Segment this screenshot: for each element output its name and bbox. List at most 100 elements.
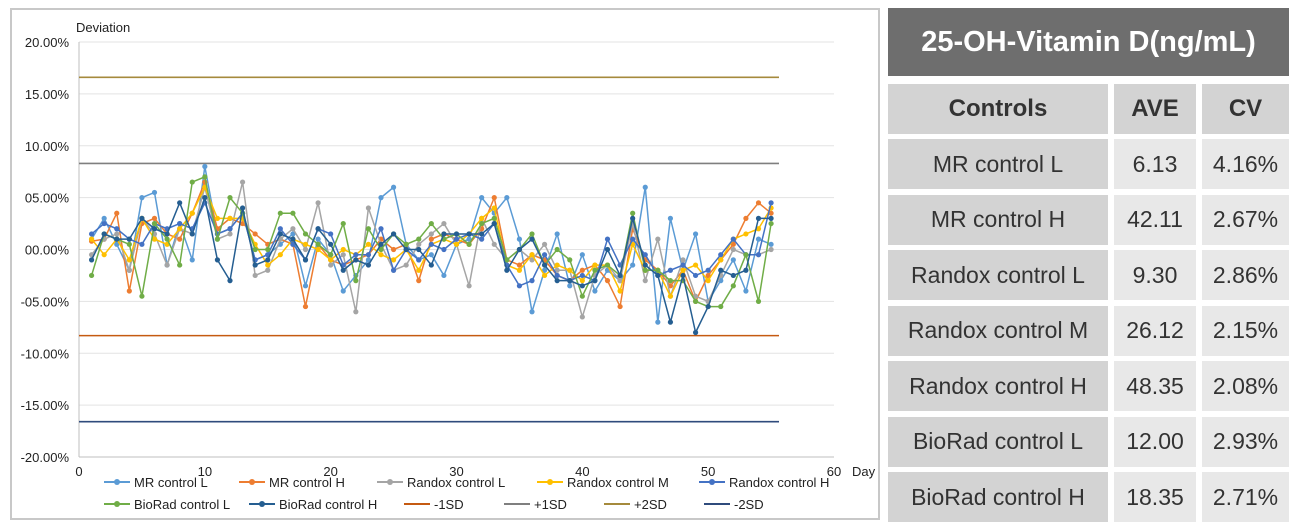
- data-point: [428, 241, 434, 247]
- data-point: [655, 236, 661, 242]
- data-point: [491, 215, 497, 221]
- cv-value: 2.86%: [1202, 250, 1289, 300]
- y-tick-label: 20.00%: [25, 35, 70, 50]
- legend-label: -1SD: [434, 497, 464, 512]
- data-point: [88, 236, 95, 242]
- data-point: [164, 231, 170, 237]
- data-point: [365, 252, 372, 258]
- control-name: MR control H: [888, 194, 1108, 245]
- cv-value: 2.93%: [1202, 416, 1289, 467]
- data-point: [177, 236, 183, 242]
- data-point: [252, 272, 258, 279]
- x-tick-label: 20: [323, 464, 337, 479]
- cv-value: 2.08%: [1202, 361, 1289, 411]
- data-point: [466, 283, 472, 289]
- data-point: [466, 241, 472, 247]
- data-point: [328, 231, 334, 237]
- data-point: [655, 319, 661, 325]
- data-point: [214, 257, 221, 263]
- data-point: [667, 215, 674, 221]
- data-point: [592, 278, 598, 284]
- ave-value: 6.13: [1114, 139, 1196, 189]
- data-point: [164, 262, 170, 268]
- data-point: [692, 293, 699, 299]
- data-point: [718, 303, 724, 310]
- data-point: [265, 262, 271, 268]
- data-point: [705, 303, 711, 310]
- data-point: [126, 288, 132, 294]
- data-point: [554, 267, 560, 273]
- data-point: [453, 241, 460, 247]
- data-point: [151, 215, 158, 221]
- data-point: [353, 252, 359, 258]
- control-name: Randox control H: [888, 361, 1108, 411]
- data-point: [390, 267, 397, 273]
- data-point: [139, 293, 145, 299]
- data-point: [541, 267, 548, 273]
- data-point: [529, 231, 535, 237]
- x-tick-label: 10: [198, 464, 212, 479]
- y-tick-label: 00.00%: [25, 243, 70, 258]
- data-point: [504, 195, 510, 201]
- data-point: [617, 303, 623, 310]
- data-point: [768, 210, 774, 216]
- data-point: [315, 200, 321, 206]
- legend-label: Randox control L: [407, 475, 505, 490]
- data-point: [516, 236, 523, 242]
- data-point: [315, 226, 321, 232]
- data-point: [328, 262, 334, 268]
- data-point: [667, 267, 674, 273]
- legend-label: BioRad control H: [279, 497, 377, 512]
- cv-value: 4.16%: [1202, 139, 1289, 189]
- data-point: [353, 257, 359, 263]
- chart-panel: 20.00% 15.00% 10.00% 05.00% 00.00% -05.00% -10…: [10, 8, 880, 520]
- data-point: [428, 231, 434, 237]
- data-point: [340, 246, 346, 253]
- header-controls: Controls: [888, 84, 1108, 134]
- data-point: [340, 267, 346, 273]
- data-point: [453, 231, 460, 237]
- ave-value: 26.12: [1114, 305, 1196, 356]
- data-point: [428, 236, 434, 242]
- data-point: [479, 195, 485, 201]
- data-point: [114, 236, 120, 242]
- data-point: [177, 226, 183, 232]
- data-point: [353, 309, 359, 315]
- data-point: [277, 231, 283, 237]
- data-point: [718, 267, 724, 273]
- data-point: [252, 262, 258, 268]
- data-point: [390, 231, 397, 237]
- legend-marker: [249, 479, 255, 485]
- data-point: [428, 220, 434, 227]
- data-point: [151, 220, 158, 227]
- legend-marker: [114, 479, 120, 485]
- legend-label: Randox control H: [729, 475, 829, 490]
- data-point: [365, 226, 372, 232]
- data-point: [390, 184, 397, 190]
- data-point: [718, 257, 724, 263]
- data-point: [202, 195, 208, 201]
- cv-value: 2.67%: [1202, 194, 1289, 245]
- legend-label: MR control H: [269, 475, 345, 490]
- data-point: [290, 241, 296, 247]
- data-point: [227, 231, 233, 237]
- ave-value: 9.30: [1114, 250, 1196, 300]
- data-point: [491, 205, 497, 211]
- data-point: [441, 272, 447, 279]
- legend-marker: [114, 501, 120, 507]
- data-point: [491, 220, 497, 227]
- data-point: [340, 220, 346, 227]
- data-point: [365, 257, 372, 263]
- data-point: [139, 215, 145, 221]
- data-point: [491, 241, 497, 247]
- control-name: Randox control M: [888, 305, 1108, 356]
- data-point: [554, 278, 560, 284]
- legend-label: Randox control M: [567, 475, 669, 490]
- data-point: [680, 272, 686, 279]
- data-point: [252, 231, 258, 237]
- data-point: [755, 236, 762, 242]
- data-point: [529, 236, 535, 242]
- data-point: [730, 257, 736, 263]
- data-point: [554, 272, 560, 279]
- data-point: [579, 278, 585, 284]
